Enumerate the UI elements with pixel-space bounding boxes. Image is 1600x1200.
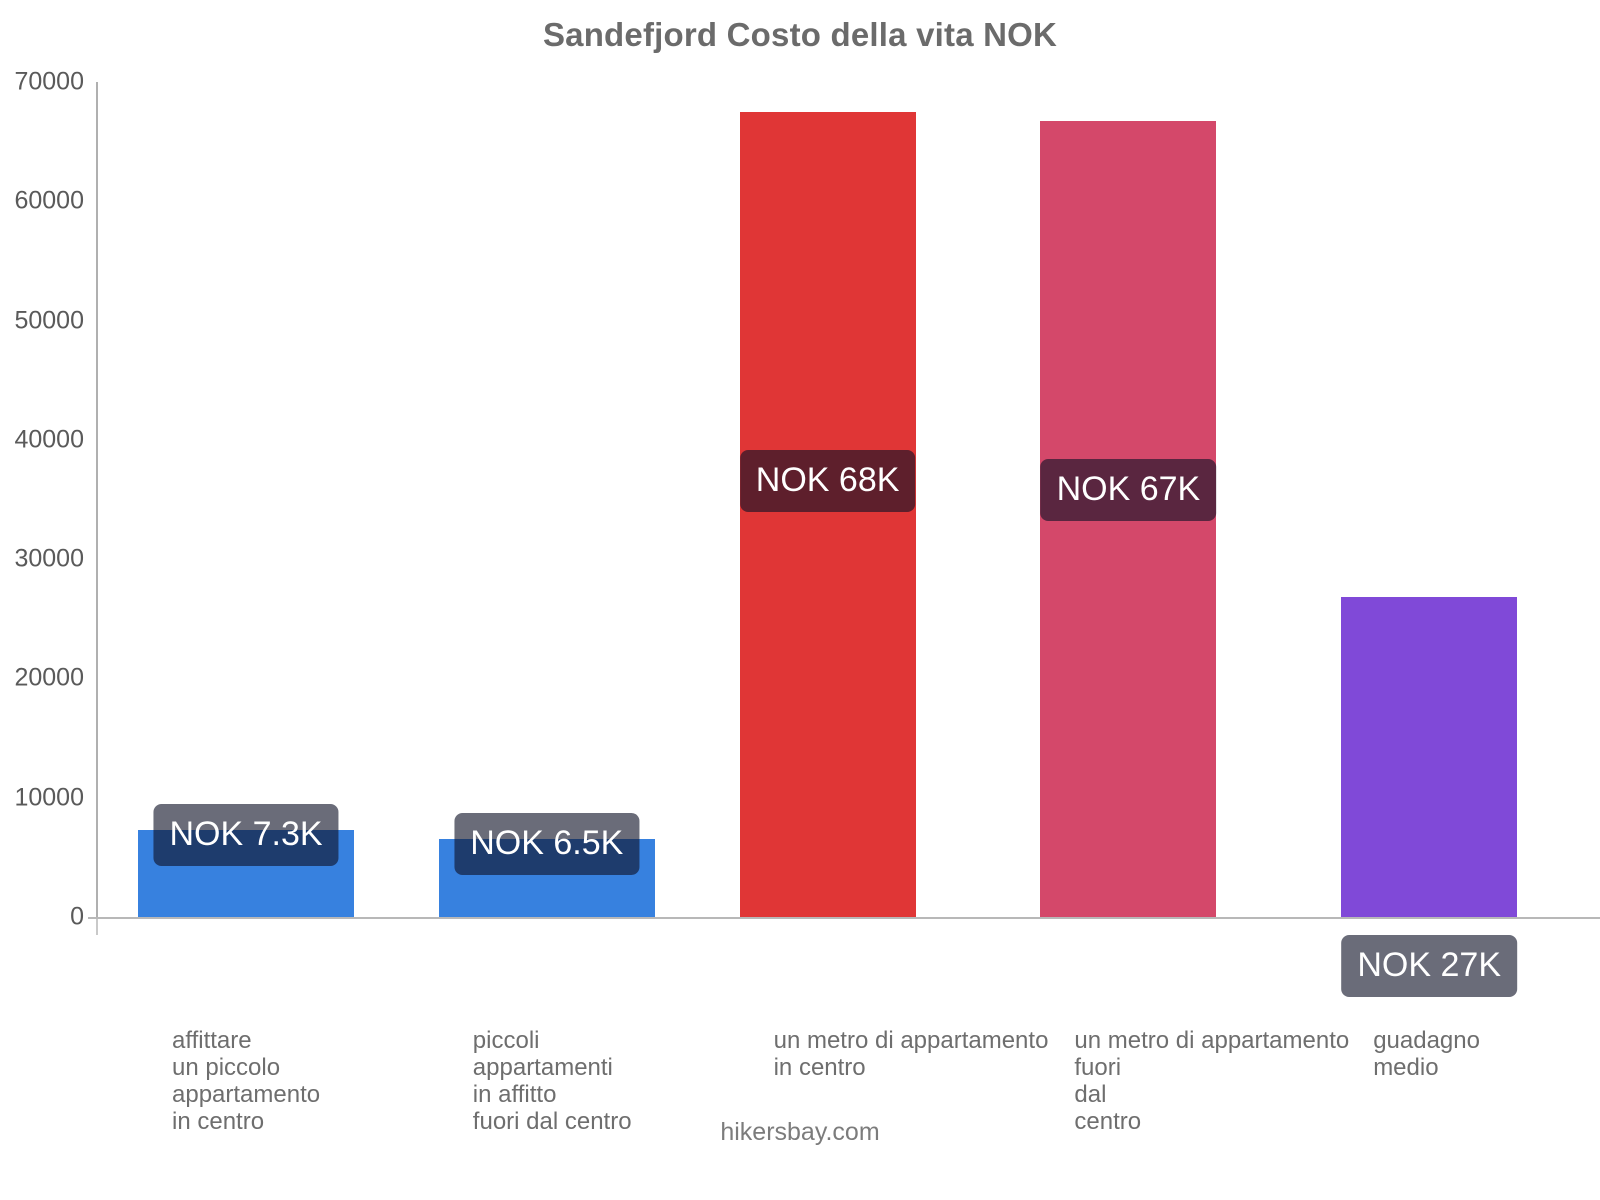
bar[interactable]: NOK 7.3K xyxy=(138,803,354,917)
bar-value-label: NOK 27K xyxy=(1341,935,1517,998)
bar[interactable]: NOK 6.5K xyxy=(438,813,655,917)
x-axis-category-label: piccoli appartamenti in affitto fuori da… xyxy=(472,1027,632,1135)
y-axis-tick-label: 50000 xyxy=(14,306,84,335)
y-axis-tick-label: 30000 xyxy=(14,544,84,573)
bar[interactable]: NOK 67K xyxy=(1040,121,1217,917)
footer-credit: hikersbay.com xyxy=(720,1118,880,1146)
y-axis-tick-label: 40000 xyxy=(14,425,84,454)
bar-value-label: NOK 67K xyxy=(1040,459,1217,522)
y-axis-tick-label: 70000 xyxy=(14,67,84,96)
bar-value-label: NOK 68K xyxy=(739,449,916,512)
x-axis-category-label: affittare un piccolo appartamento in cen… xyxy=(172,1027,321,1135)
plot-area: 0 10000 20000 30000 40000 50000 60000 70000 NOK… xyxy=(14,68,1600,1135)
y-axis-tail xyxy=(96,917,98,935)
x-axis-category-label: guadagno medio xyxy=(1373,1027,1480,1081)
y-axis-tick-label: 0 xyxy=(70,902,84,931)
bar-value-label: NOK 7.3K xyxy=(153,803,339,866)
y-axis-tick-label: 20000 xyxy=(14,663,84,692)
bar-value-label: NOK 6.5K xyxy=(454,813,640,876)
y-axis-tick-label: 60000 xyxy=(14,186,84,215)
bar[interactable]: NOK 27K xyxy=(1341,597,1518,998)
x-axis-category-label: un metro di appartamento fuori dal centr… xyxy=(1074,1027,1350,1135)
bar[interactable]: NOK 68K xyxy=(739,111,916,917)
y-axis-line xyxy=(96,82,98,917)
x-axis-line xyxy=(88,917,1600,919)
chart-title: Sandefjord Costo della vita NOK xyxy=(542,16,1058,53)
y-axis-tick-label: 10000 xyxy=(14,783,84,812)
x-axis-category-label: un metro di appartamento in centro xyxy=(773,1027,1049,1081)
